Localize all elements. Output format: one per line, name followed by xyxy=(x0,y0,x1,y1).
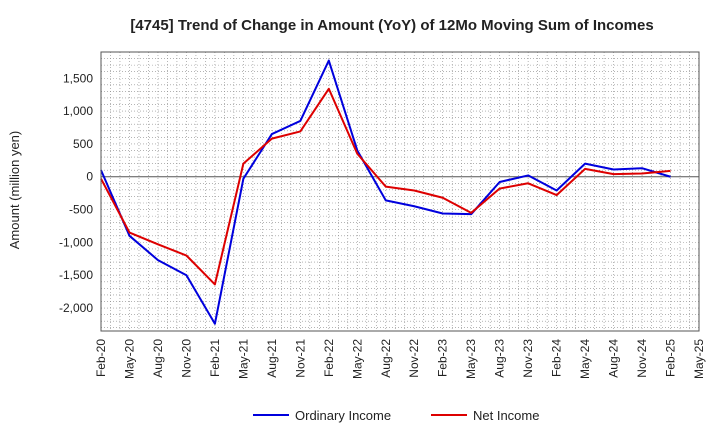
x-tick-label: Nov-21 xyxy=(293,339,307,378)
data-point xyxy=(470,212,472,214)
y-axis-label: Amount (million yen) xyxy=(7,131,22,250)
plot-frame xyxy=(100,51,700,332)
y-tick-label: 1,500 xyxy=(63,71,93,85)
series-layer xyxy=(100,59,672,325)
x-tick-label: Nov-20 xyxy=(179,339,193,378)
y-tick-label: 1,000 xyxy=(63,104,93,118)
data-point xyxy=(129,235,131,237)
data-point xyxy=(670,170,672,172)
x-tick-label: Aug-24 xyxy=(607,339,621,378)
x-tick-label: Feb-20 xyxy=(94,339,108,377)
data-point xyxy=(243,178,245,180)
data-point xyxy=(271,133,273,135)
plot-area xyxy=(101,52,699,331)
x-tick-label: May-24 xyxy=(578,339,592,379)
data-point xyxy=(243,163,245,165)
legend-label: Net Income xyxy=(473,408,539,423)
data-point xyxy=(157,244,159,246)
y-tick-label: -1,000 xyxy=(59,235,93,249)
data-point xyxy=(613,173,615,175)
data-point xyxy=(584,163,586,165)
data-point xyxy=(442,197,444,199)
data-point xyxy=(214,284,216,286)
x-tick-label: May-21 xyxy=(236,339,250,379)
x-tick-label: May-25 xyxy=(692,339,706,379)
data-point xyxy=(613,169,615,171)
data-point xyxy=(442,213,444,215)
y-tick-label: 500 xyxy=(73,137,93,151)
x-tick-label: Feb-24 xyxy=(550,339,564,377)
data-point xyxy=(670,176,672,178)
data-point xyxy=(157,259,159,261)
x-tick-label: Aug-21 xyxy=(265,339,279,378)
x-tick-label: Nov-24 xyxy=(635,339,649,378)
legend: Ordinary Income Net Income xyxy=(253,408,539,423)
y-tick-label: -2,000 xyxy=(59,301,93,315)
data-point xyxy=(356,153,358,155)
data-point xyxy=(499,188,501,190)
data-point xyxy=(413,205,415,207)
data-point xyxy=(556,190,558,192)
data-point xyxy=(641,167,643,169)
data-point xyxy=(271,138,273,140)
x-tick-label: Feb-23 xyxy=(436,339,450,377)
series-line-ordinary-income xyxy=(100,59,671,325)
x-tick-label: Aug-23 xyxy=(493,339,507,378)
data-point xyxy=(413,190,415,192)
data-point xyxy=(186,255,188,257)
x-tick-label: May-20 xyxy=(122,339,136,379)
x-tick-label: Feb-25 xyxy=(664,339,678,377)
data-point xyxy=(499,181,501,183)
data-point xyxy=(300,131,302,133)
x-tick-label: Aug-20 xyxy=(151,339,165,378)
data-point xyxy=(214,323,216,325)
y-tick-label: 0 xyxy=(86,170,93,184)
y-tick-label: -500 xyxy=(69,203,93,217)
x-tick-label: Nov-22 xyxy=(407,339,421,378)
x-tick-label: Feb-22 xyxy=(322,339,336,377)
legend-label: Ordinary Income xyxy=(295,408,391,423)
data-point xyxy=(129,232,131,234)
data-point xyxy=(527,182,529,184)
data-point xyxy=(186,274,188,276)
data-point xyxy=(584,168,586,170)
x-tick-label: Feb-21 xyxy=(208,339,222,377)
series-line-net-income xyxy=(100,87,671,286)
data-point xyxy=(385,200,387,202)
data-point xyxy=(556,194,558,196)
x-tick-label: May-23 xyxy=(464,339,478,379)
data-point xyxy=(328,88,330,90)
data-point xyxy=(527,175,529,177)
x-tick-label: May-22 xyxy=(350,339,364,379)
grid-layer xyxy=(100,52,700,331)
y-tick-label: -1,500 xyxy=(59,268,93,282)
chart-title: [4745] Trend of Change in Amount (YoY) o… xyxy=(130,17,653,34)
data-point xyxy=(328,60,330,62)
data-point xyxy=(385,186,387,188)
x-tick-label: Aug-22 xyxy=(379,339,393,378)
data-point xyxy=(641,173,643,175)
x-tick-label: Nov-23 xyxy=(521,339,535,378)
data-point xyxy=(300,120,302,122)
axis-layer: 1,500 1,000 500 0 -500 -1,000 -1,500 -2,000 Feb-… xyxy=(59,51,706,379)
